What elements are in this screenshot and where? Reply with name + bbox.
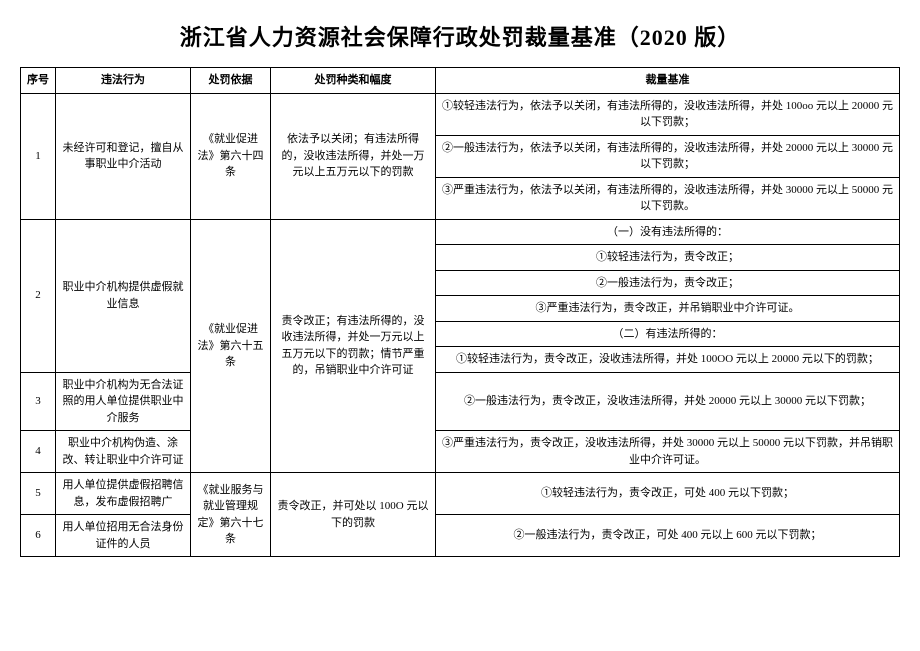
table-row: 5 用人单位提供虚假招聘信息，发布虚假招聘广 《就业服务与就业管理规定》第六十七… (21, 473, 900, 515)
cell-act: 职业中介机构提供虚假就业信息 (56, 219, 191, 372)
table-row: 1 未经许可和登记，擅自从事职业中介活动 《就业促进法》第六十四条 依法予以关闭… (21, 93, 900, 135)
table-row: 2 职业中介机构提供虚假就业信息 《就业促进法》第六十五条 责令改正；有违法所得… (21, 219, 900, 245)
cell-act: 未经许可和登记，擅自从事职业中介活动 (56, 93, 191, 219)
cell-std: ③严重违法行为，责令改正，没收违法所得，并处 30000 元以上 50000 元… (436, 431, 900, 473)
cell-seq: 6 (21, 515, 56, 557)
cell-act: 职业中介机构为无合法证照的用人单位提供职业中介服务 (56, 372, 191, 431)
table-row: 4 职业中介机构伪造、涂改、转让职业中介许可证 ③严重违法行为，责令改正，没收违… (21, 431, 900, 473)
header-std: 裁量基准 (436, 68, 900, 94)
cell-std: ②一般违法行为，责令改正，可处 400 元以上 600 元以下罚款； (436, 515, 900, 557)
cell-std: ①较轻违法行为，责令改正，可处 400 元以下罚款； (436, 473, 900, 515)
cell-basis: 《就业服务与就业管理规定》第六十七条 (191, 473, 271, 557)
cell-std: ②一般违法行为，责令改正，没收违法所得，并处 20000 元以上 30000 元… (436, 372, 900, 431)
header-type: 处罚种类和幅度 (271, 68, 436, 94)
cell-basis: 《就业促进法》第六十四条 (191, 93, 271, 219)
table-header-row: 序号 违法行为 处罚依据 处罚种类和幅度 裁量基准 (21, 68, 900, 94)
cell-std: ①较轻违法行为，责令改正，没收违法所得，并处 100OO 元以上 20000 元… (436, 347, 900, 373)
cell-std: ①较轻违法行为，责令改正； (436, 245, 900, 271)
cell-seq: 3 (21, 372, 56, 431)
cell-seq: 1 (21, 93, 56, 219)
cell-std: （二）有违法所得的： (436, 321, 900, 347)
cell-type: 责令改正，并可处以 100O 元以下的罚款 (271, 473, 436, 557)
header-basis: 处罚依据 (191, 68, 271, 94)
table-row: 3 职业中介机构为无合法证照的用人单位提供职业中介服务 ②一般违法行为，责令改正… (21, 372, 900, 431)
cell-type: 依法予以关闭；有违法所得的，没收违法所得，并处一万元以上五万元以下的罚款 (271, 93, 436, 219)
cell-std: ①较轻违法行为，依法予以关闭，有违法所得的，没收违法所得，并处 100oo 元以… (436, 93, 900, 135)
cell-type: 责令改正；有违法所得的，没收违法所得，并处一万元以上五万元以下的罚款；情节严重的… (271, 219, 436, 473)
page-title: 浙江省人力资源社会保障行政处罚裁量基准（2020 版） (20, 20, 900, 52)
cell-std: ③严重违法行为，依法予以关闭，有违法所得的，没收违法所得，并处 30000 元以… (436, 177, 900, 219)
cell-act: 用人单位招用无合法身份证件的人员 (56, 515, 191, 557)
cell-act: 职业中介机构伪造、涂改、转让职业中介许可证 (56, 431, 191, 473)
cell-act: 用人单位提供虚假招聘信息，发布虚假招聘广 (56, 473, 191, 515)
table-row: 6 用人单位招用无合法身份证件的人员 ②一般违法行为，责令改正，可处 400 元… (21, 515, 900, 557)
cell-std: ②一般违法行为，责令改正； (436, 270, 900, 296)
cell-basis: 《就业促进法》第六十五条 (191, 219, 271, 473)
cell-seq: 2 (21, 219, 56, 372)
cell-std: ②一般违法行为，依法予以关闭，有违法所得的，没收违法所得，并处 20000 元以… (436, 135, 900, 177)
cell-seq: 4 (21, 431, 56, 473)
penalty-table: 序号 违法行为 处罚依据 处罚种类和幅度 裁量基准 1 未经许可和登记，擅自从事… (20, 67, 900, 557)
cell-seq: 5 (21, 473, 56, 515)
header-seq: 序号 (21, 68, 56, 94)
header-act: 违法行为 (56, 68, 191, 94)
cell-std: ③严重违法行为，责令改正，并吊销职业中介许可证。 (436, 296, 900, 322)
cell-std: （一）没有违法所得的： (436, 219, 900, 245)
